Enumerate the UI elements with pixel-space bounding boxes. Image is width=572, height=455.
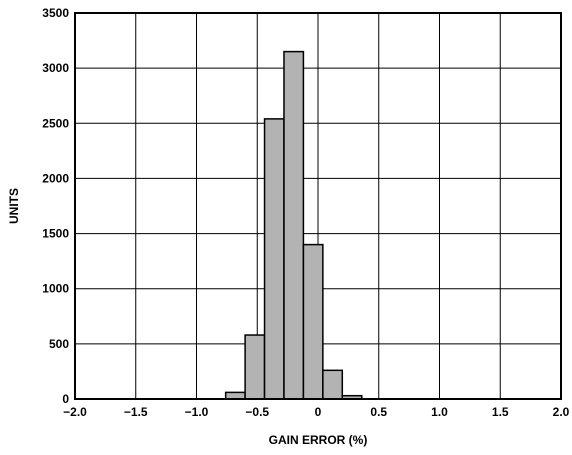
y-tick-label: 3000 <box>42 61 69 75</box>
x-axis-ticks: −2.0 −1.5 −1.0 −0.5 0 0.5 1.0 1.5 2.0 <box>63 405 570 419</box>
y-tick-label: 2500 <box>42 116 69 130</box>
y-tick-label: 1000 <box>42 282 69 296</box>
y-tick-label: 500 <box>49 337 69 351</box>
x-axis-title: GAIN ERROR (%) <box>269 433 368 447</box>
x-tick-label: −2.0 <box>63 405 87 419</box>
histogram-bar-3 <box>283 50 305 400</box>
x-tick-label: −1.0 <box>185 405 209 419</box>
y-tick-label: 0 <box>62 392 69 406</box>
x-tick-label: 0.5 <box>370 405 387 419</box>
plot-frame <box>74 12 562 400</box>
x-tick-label: −1.5 <box>124 405 148 419</box>
histogram-bar-5 <box>322 369 344 400</box>
x-tick-label: 0 <box>315 405 322 419</box>
y-axis-ticks: 0 500 1000 1500 2000 2500 3000 3500 <box>42 6 69 406</box>
y-tick-label: 2000 <box>42 171 69 185</box>
x-tick-label: 2.0 <box>553 405 570 419</box>
histogram-bar-1 <box>244 334 266 400</box>
histogram-bar-4 <box>302 243 324 400</box>
y-tick-label: 1500 <box>42 227 69 241</box>
y-axis-title: UNITS <box>7 188 21 224</box>
y-tick-label: 3500 <box>42 6 69 20</box>
histogram-bars <box>224 50 363 400</box>
x-tick-label: 1.0 <box>431 405 448 419</box>
histogram-bar-2 <box>263 118 285 400</box>
x-tick-label: 1.5 <box>492 405 509 419</box>
x-tick-label: −0.5 <box>245 405 269 419</box>
